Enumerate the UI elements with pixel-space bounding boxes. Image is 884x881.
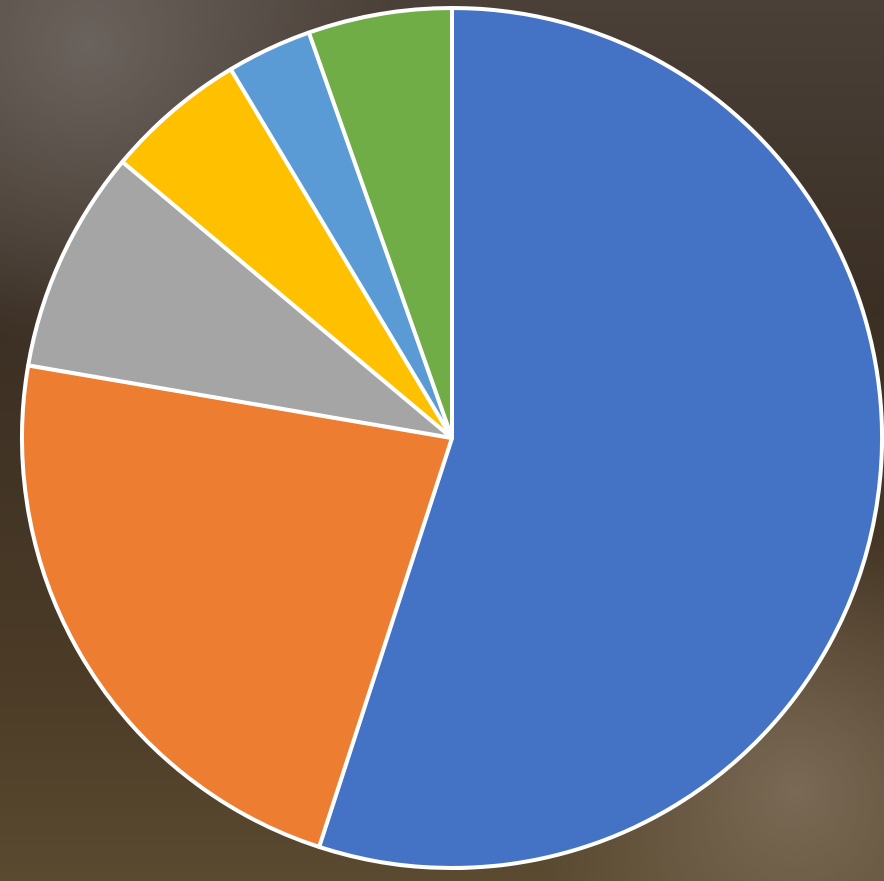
pie-slice (26, 159, 454, 440)
pie-slice (20, 363, 454, 849)
pie-slice (317, 6, 884, 870)
pie-slice (120, 67, 454, 440)
pie (20, 6, 884, 870)
pie-slice (306, 6, 454, 440)
